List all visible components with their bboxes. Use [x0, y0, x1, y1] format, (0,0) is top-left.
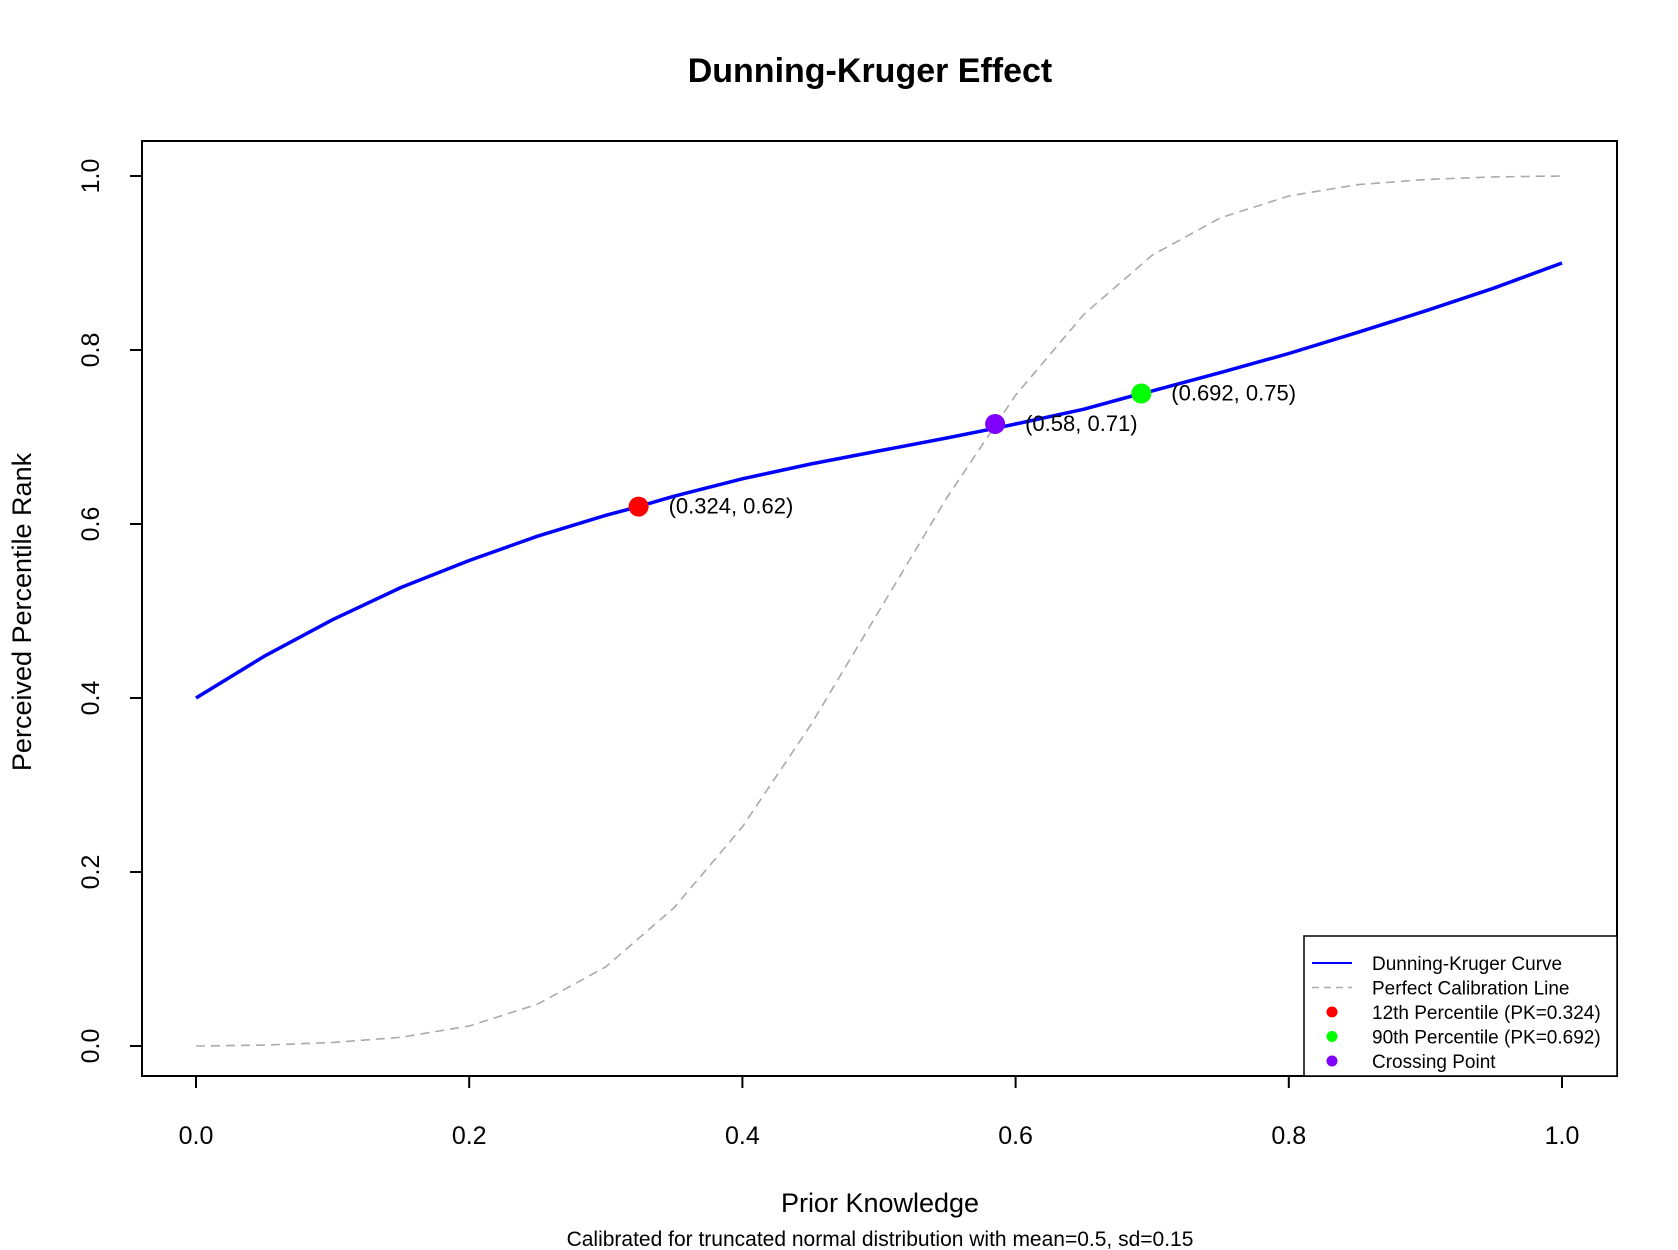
y-tick-label: 0.4	[77, 681, 105, 716]
x-tick-label: 0.4	[725, 1122, 760, 1150]
y-tick-label: 0.0	[77, 1029, 105, 1064]
y-axis-label: Perceived Percentile Rank	[7, 452, 37, 771]
x-tick-label: 0.0	[179, 1122, 214, 1150]
legend: Dunning-Kruger Curve Perfect Calibration …	[1303, 935, 1618, 1077]
chart-subtitle: Calibrated for truncated normal distribu…	[567, 1228, 1194, 1250]
highlight-point	[1131, 383, 1152, 404]
y-tick-label: 0.2	[77, 855, 105, 890]
dunning-kruger-curve	[195, 261, 1563, 700]
plot-frame	[141, 140, 1618, 1077]
x-tick-label: 0.8	[1271, 1122, 1306, 1150]
legend-label: 12th Percentile (PK=0.324)	[1372, 1003, 1601, 1024]
y-tick-label: 0.6	[77, 507, 105, 542]
y-tick-label: 0.8	[77, 333, 105, 368]
legend-dot-swatch	[1326, 1055, 1338, 1067]
legend-dot-swatch	[1326, 1006, 1338, 1018]
legend-dot-swatch	[1326, 1031, 1338, 1042]
y-axis: 0.0 0.2 0.4 0.6 0.8 1.0	[77, 159, 142, 1064]
point-annotation: (0.692, 0.75)	[1171, 381, 1296, 406]
highlight-point	[985, 413, 1006, 434]
point-annotation: (0.324, 0.62)	[669, 494, 794, 519]
legend-label: Crossing Point	[1372, 1052, 1496, 1073]
highlight-point	[628, 496, 649, 517]
point-annotation: (0.58, 0.71)	[1025, 411, 1138, 436]
x-axis: 0.0 0.2 0.4 0.6 0.8 1.0	[179, 1076, 1580, 1150]
y-tick-label: 1.0	[77, 159, 105, 194]
x-tick-label: 0.2	[452, 1122, 487, 1150]
legend-box	[1303, 935, 1618, 1077]
legend-label: 90th Percentile (PK=0.692)	[1372, 1028, 1601, 1049]
legend-label: Dunning-Kruger Curve	[1372, 954, 1562, 975]
points-layer: (0.324, 0.62) (0.692, 0.75) (0.58, 0.71)	[628, 381, 1296, 519]
legend-label: Perfect Calibration Line	[1372, 979, 1570, 1000]
x-axis-label: Prior Knowledge	[781, 1188, 979, 1218]
x-tick-label: 1.0	[1545, 1122, 1580, 1150]
x-tick-label: 0.6	[998, 1122, 1033, 1150]
calibration-line	[195, 175, 1563, 1047]
series-layer	[195, 175, 1563, 1047]
chart-title: Dunning-Kruger Effect	[688, 52, 1053, 90]
